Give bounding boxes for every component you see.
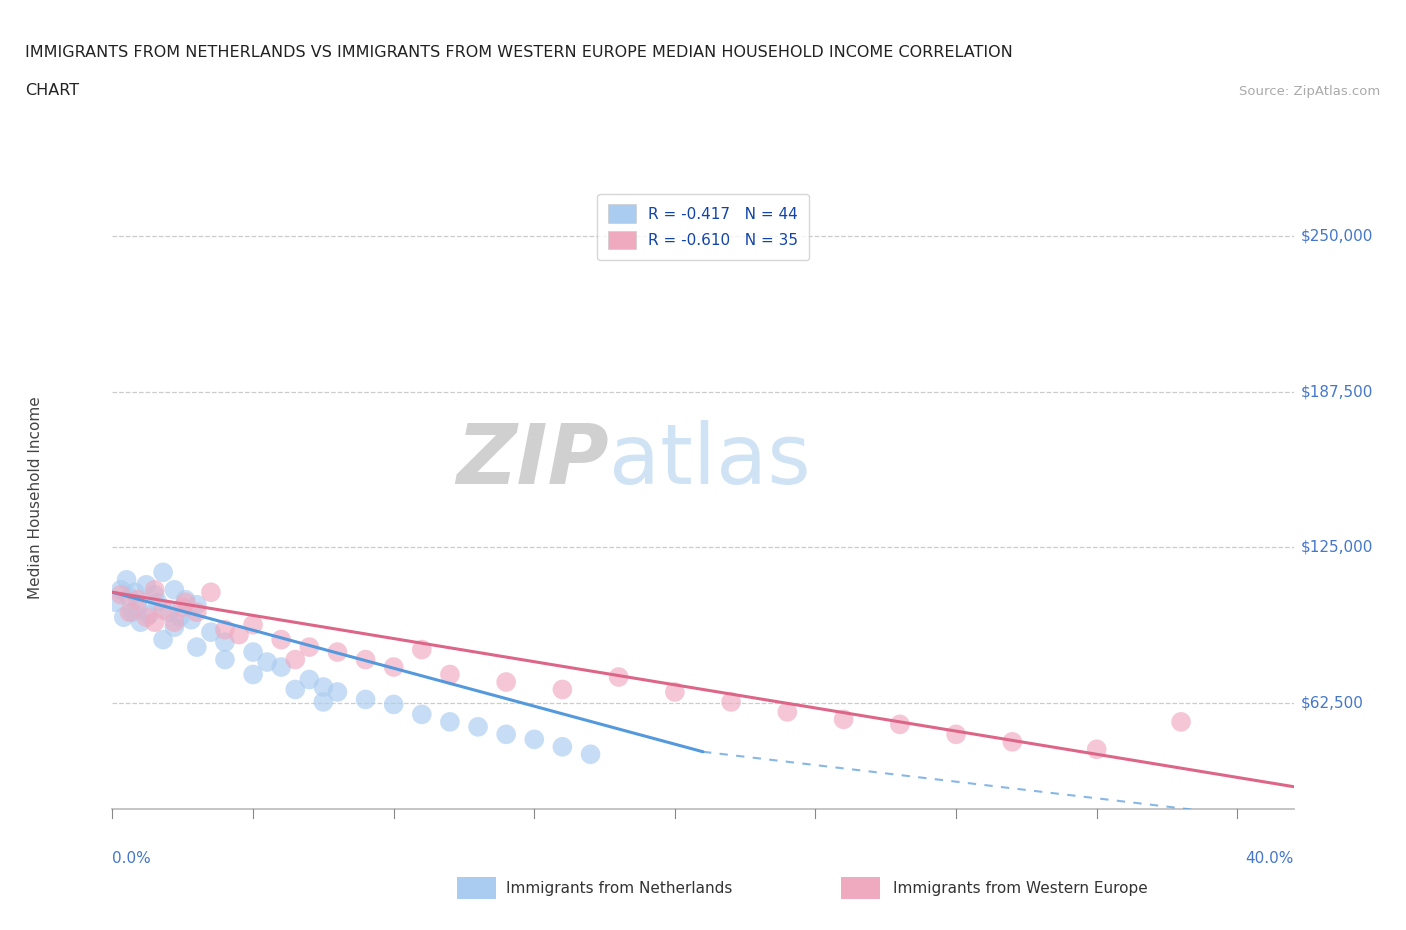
Point [551,682,574,697]
Point [200,585,222,600]
Point [439,667,461,682]
Point [143,582,166,597]
Point [200,625,222,640]
Point [152,603,174,618]
Point [523,732,546,747]
Point [228,627,250,642]
Point [1001,735,1024,750]
Point [152,632,174,647]
Point [129,615,152,630]
Point [411,642,433,657]
Point [242,644,264,659]
Point [354,692,377,707]
Point [284,652,307,667]
Point [551,739,574,754]
Point [115,572,138,587]
Point [186,604,208,619]
Text: atlas: atlas [609,419,810,500]
Text: Immigrants from Netherlands: Immigrants from Netherlands [506,881,733,896]
Point [138,607,160,622]
Text: 0.0%: 0.0% [112,851,152,866]
Point [298,640,321,655]
Point [169,610,191,625]
Point [146,595,169,610]
Text: CHART: CHART [25,83,79,98]
Point [242,618,264,632]
Point [157,604,180,619]
Point [214,622,236,637]
Point [495,727,517,742]
Point [579,747,602,762]
Point [127,600,149,615]
Text: ZIP: ZIP [456,419,609,500]
Point [945,727,967,742]
Point [163,619,186,634]
Point [118,590,141,604]
Point [118,604,141,619]
Point [467,720,489,735]
Point [143,588,166,603]
Point [1085,742,1108,757]
Point [495,674,517,689]
Point [172,600,194,615]
Point [326,684,349,699]
Text: IMMIGRANTS FROM NETHERLANDS VS IMMIGRANTS FROM WESTERN EUROPE MEDIAN HOUSEHOLD I: IMMIGRANTS FROM NETHERLANDS VS IMMIGRANT… [25,46,1014,60]
Point [121,604,143,619]
Point [152,565,174,579]
Point [214,652,236,667]
Point [186,597,208,612]
Point [326,644,349,659]
Text: $125,000: $125,000 [1301,540,1372,555]
Point [270,632,292,647]
Text: $62,500: $62,500 [1301,696,1364,711]
Point [382,659,405,674]
Point [607,670,630,684]
Text: Immigrants from Western Europe: Immigrants from Western Europe [893,881,1147,896]
Point [832,712,855,727]
Point [180,612,202,627]
Text: Source: ZipAtlas.com: Source: ZipAtlas.com [1240,85,1381,98]
Point [110,582,132,597]
Point [135,578,157,592]
Point [889,717,911,732]
Point [135,610,157,625]
Point [163,582,186,597]
Text: $250,000: $250,000 [1301,229,1372,244]
Point [312,680,335,695]
Point [298,672,321,687]
Point [104,595,127,610]
Point [127,592,149,607]
Point [284,682,307,697]
Legend: R = -0.417   N = 44, R = -0.610   N = 35: R = -0.417 N = 44, R = -0.610 N = 35 [598,193,808,260]
Point [664,684,686,699]
Point [439,714,461,729]
Text: $187,500: $187,500 [1301,384,1372,399]
Point [124,585,146,600]
Text: 40.0%: 40.0% [1246,851,1294,866]
Point [382,697,405,711]
Point [112,610,135,625]
Point [186,640,208,655]
Point [214,634,236,649]
Point [110,588,132,603]
Point [270,659,292,674]
Point [174,592,197,607]
Point [1170,714,1192,729]
Point [411,707,433,722]
Point [256,655,278,670]
Point [143,615,166,630]
Point [163,615,186,630]
Point [242,667,264,682]
Point [312,695,335,710]
Point [354,652,377,667]
Point [776,704,799,719]
Point [174,595,197,610]
Text: Median Household Income: Median Household Income [28,396,42,599]
Point [720,695,742,710]
